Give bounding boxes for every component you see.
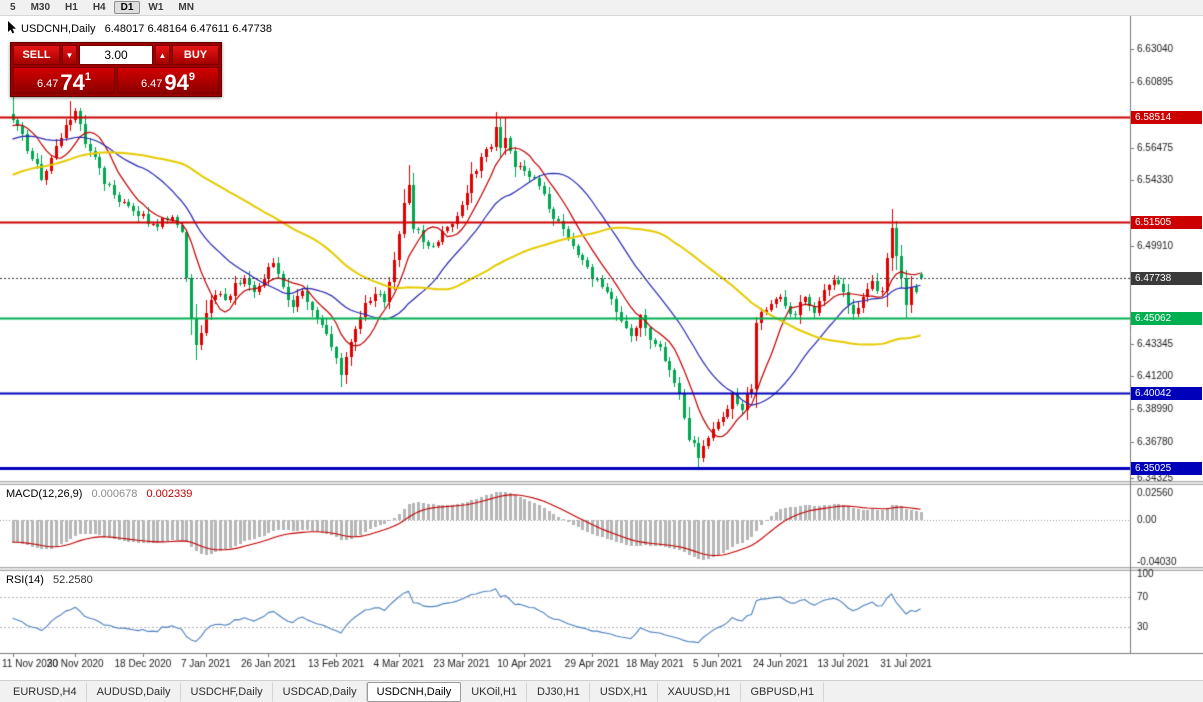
timeframe-button-mn[interactable]: MN bbox=[171, 1, 201, 14]
tab-usdx-h1[interactable]: USDX,H1 bbox=[590, 681, 658, 702]
buy-price-prefix: 6.47 bbox=[140, 78, 163, 90]
rsi-value: 52.2580 bbox=[52, 574, 93, 586]
macd-main-value: 0.000678 bbox=[91, 488, 138, 500]
price-level-badge: 6.45062 bbox=[1131, 312, 1202, 326]
trade-prices-row: 6.47 74 1 6.47 94 9 bbox=[13, 67, 219, 94]
price-level-badge: 6.51505 bbox=[1131, 215, 1202, 229]
chart-tabs-bar: EURUSD,H4 AUDUSD,Daily USDCHF,Daily USDCAD,… bbox=[0, 680, 1203, 702]
buy-price-display[interactable]: 6.47 94 9 bbox=[117, 67, 219, 94]
tab-usdchf-daily[interactable]: USDCHF,Daily bbox=[181, 681, 273, 702]
macd-signal-value: 0.002339 bbox=[146, 488, 193, 500]
sell-price-pips: 74 bbox=[60, 70, 85, 95]
tab-usdcnh-daily[interactable]: USDCNH,Daily bbox=[366, 681, 462, 702]
sell-price-display[interactable]: 6.47 74 1 bbox=[13, 67, 115, 94]
rsi-indicator-label: RSI(14) 52.2580 bbox=[6, 574, 93, 586]
tab-audusd-daily[interactable]: AUDUSD,Daily bbox=[87, 681, 181, 702]
macd-indicator-label: MACD(12,26,9) 0.000678 0.002339 bbox=[6, 488, 192, 500]
triangle-down-icon: ▼ bbox=[65, 50, 74, 60]
one-click-trading-panel: SELL ▼ ▲ BUY 6.47 74 1 6.47 94 9 bbox=[10, 42, 222, 97]
price-level-badge: 6.40042 bbox=[1131, 387, 1202, 401]
buy-price-point: 9 bbox=[188, 71, 196, 83]
rsi-label-text: RSI(14) bbox=[6, 574, 44, 586]
timeframe-toolbar: 5 M30 H1 H4 D1 W1 MN bbox=[0, 0, 1203, 16]
tab-gbpusd-h1[interactable]: GBPUSD,H1 bbox=[741, 681, 825, 702]
timeframe-button-d1[interactable]: D1 bbox=[113, 1, 141, 14]
buy-price-pips: 94 bbox=[164, 70, 189, 95]
volume-decrease-button[interactable]: ▼ bbox=[62, 45, 77, 65]
mouse-cursor-icon bbox=[8, 21, 16, 34]
sell-price-point: 1 bbox=[84, 71, 92, 83]
triangle-up-icon: ▲ bbox=[158, 50, 167, 60]
buy-button[interactable]: BUY bbox=[172, 45, 219, 65]
chart-canvas[interactable] bbox=[0, 16, 1203, 680]
volume-increase-button[interactable]: ▲ bbox=[155, 45, 170, 65]
tab-usdcad-daily[interactable]: USDCAD,Daily bbox=[273, 681, 367, 702]
price-level-badge: 6.35025 bbox=[1131, 462, 1202, 475]
tab-eurusd-h4[interactable]: EURUSD,H4 bbox=[3, 681, 87, 702]
price-level-badge: 6.58514 bbox=[1131, 111, 1202, 125]
volume-input[interactable] bbox=[79, 45, 153, 65]
chart-area: USDCNH,Daily 6.48017 6.48164 6.47611 6.4… bbox=[0, 16, 1203, 680]
tab-ukoil-h1[interactable]: UKOil,H1 bbox=[461, 681, 528, 702]
timeframe-button-m30[interactable]: M30 bbox=[24, 1, 57, 14]
chart-title: USDCNH,Daily 6.48017 6.48164 6.47611 6.4… bbox=[21, 23, 272, 35]
chart-symbol-period: USDCNH,Daily bbox=[21, 23, 96, 35]
sell-price-prefix: 6.47 bbox=[36, 78, 59, 90]
tab-dj30-h1[interactable]: DJ30,H1 bbox=[527, 681, 590, 702]
timeframe-button-h4[interactable]: H4 bbox=[86, 1, 113, 14]
timeframe-button-5[interactable]: 5 bbox=[3, 1, 23, 14]
price-level-badge: 6.47738 bbox=[1131, 272, 1202, 286]
tab-xauusd-h1[interactable]: XAUUSD,H1 bbox=[658, 681, 741, 702]
chart-ohlc-values: 6.48017 6.48164 6.47611 6.47738 bbox=[104, 23, 273, 35]
sell-button[interactable]: SELL bbox=[13, 45, 60, 65]
timeframe-button-w1[interactable]: W1 bbox=[141, 1, 170, 14]
trade-controls-row: SELL ▼ ▲ BUY bbox=[13, 45, 219, 65]
macd-label-text: MACD(12,26,9) bbox=[6, 488, 83, 500]
timeframe-button-h1[interactable]: H1 bbox=[58, 1, 85, 14]
